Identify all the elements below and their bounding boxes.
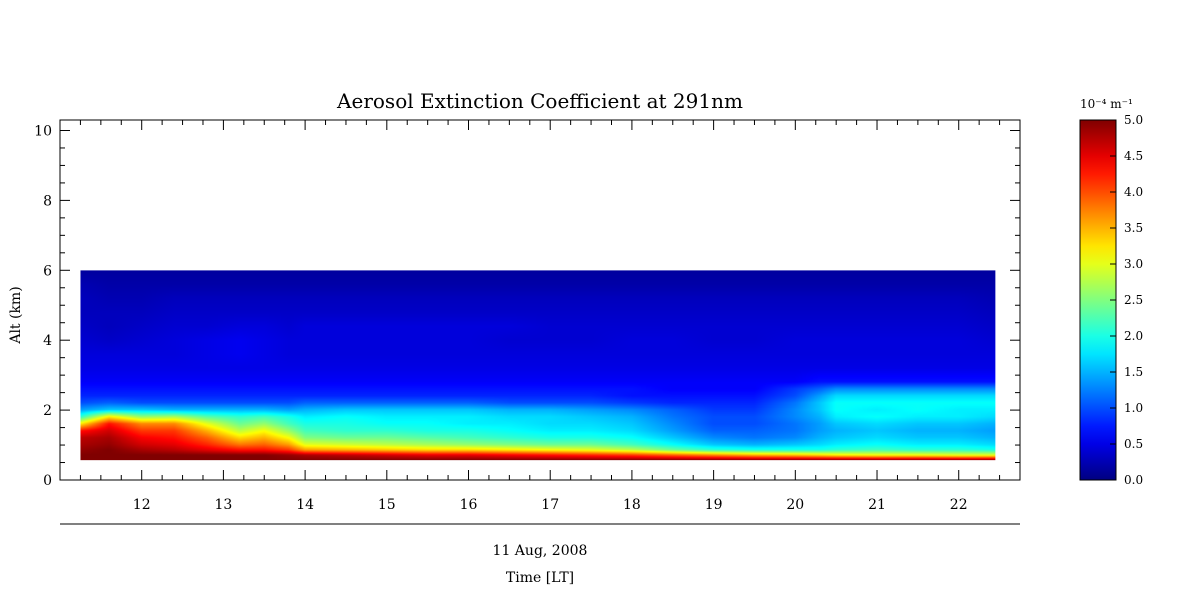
heatmap-image — [80, 270, 996, 461]
date-label: 11 Aug, 2008 — [493, 543, 588, 559]
x-tick-label: 18 — [623, 497, 641, 513]
x-axis-label: Time [LT] — [506, 570, 574, 586]
colorbar-tick-label: 0.0 — [1124, 473, 1143, 487]
x-tick-label: 22 — [950, 497, 968, 513]
colorbar-tick-label: 3.5 — [1124, 221, 1143, 235]
y-tick-label: 6 — [43, 263, 52, 279]
y-tick-label: 8 — [43, 193, 52, 209]
colorbar-tick-label: 1.0 — [1124, 401, 1143, 415]
colorbar-tick-label: 3.0 — [1124, 257, 1143, 271]
colorbar-tick-label: 5.0 — [1124, 113, 1143, 127]
colorbar-tick-label: 2.5 — [1124, 293, 1143, 307]
colorbar-tick-label: 4.0 — [1124, 185, 1143, 199]
x-tick-label: 15 — [378, 497, 396, 513]
y-tick-label: 2 — [43, 403, 52, 419]
x-axis: 12 13 14 15 16 17 18 19 20 21 22 — [79, 120, 1021, 513]
y-tick-label: 10 — [34, 123, 52, 139]
y-axis: 0 2 4 6 8 10 — [34, 123, 1020, 489]
colorbar-tick-label: 1.5 — [1124, 365, 1143, 379]
x-tick-label: 17 — [541, 497, 559, 513]
colorbar-tick-label: 4.5 — [1124, 149, 1143, 163]
colorbar-ticks: 0.0 0.5 1.0 1.5 2.0 2.5 3.0 3.5 4.0 4.5 5.0 — [1110, 113, 1143, 487]
x-tick-label: 12 — [133, 497, 151, 513]
x-tick-label: 16 — [460, 497, 478, 513]
colorbar-unit-label: 10⁻⁴ m⁻¹ — [1080, 97, 1133, 111]
y-tick-label: 4 — [43, 333, 52, 349]
y-tick-label: 0 — [43, 473, 52, 489]
colorbar-tick-label: 0.5 — [1124, 437, 1143, 451]
chart-title: Aerosol Extinction Coefficient at 291nm — [336, 89, 743, 113]
y-axis-label: Alt (km) — [8, 286, 24, 344]
colorbar-tick-label: 2.0 — [1124, 329, 1143, 343]
x-tick-label: 20 — [786, 497, 804, 513]
plot-frame — [59, 119, 1021, 481]
x-tick-label: 19 — [705, 497, 723, 513]
x-tick-label: 13 — [214, 497, 232, 513]
x-tick-label: 14 — [296, 497, 314, 513]
x-tick-label: 21 — [868, 497, 886, 513]
